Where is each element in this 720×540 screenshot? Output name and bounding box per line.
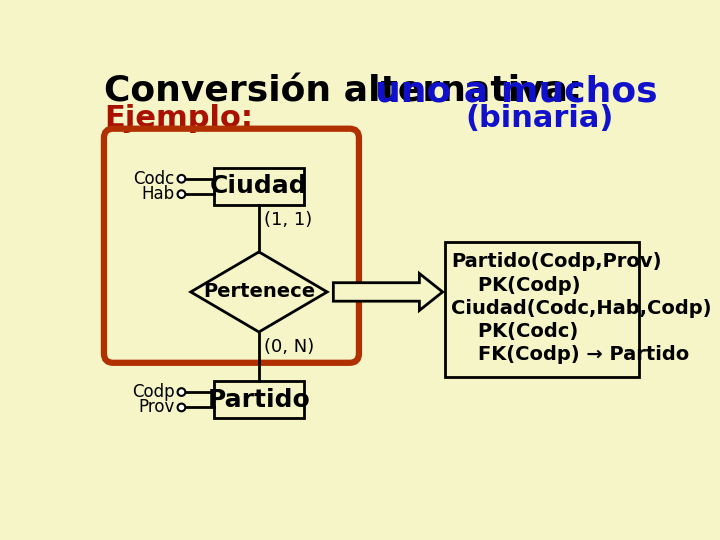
FancyBboxPatch shape (215, 381, 304, 418)
Polygon shape (191, 252, 327, 332)
Text: PK(Codc): PK(Codc) (451, 322, 578, 341)
Text: (1, 1): (1, 1) (264, 211, 312, 230)
Text: Prov: Prov (138, 399, 174, 416)
Circle shape (178, 403, 185, 411)
Text: Codp: Codp (132, 383, 174, 401)
Text: Ejemplo:: Ejemplo: (104, 104, 253, 133)
Polygon shape (333, 273, 443, 310)
Text: Partido: Partido (207, 388, 310, 411)
Text: Conversión alternativa:: Conversión alternativa: (104, 75, 608, 109)
Text: Partido(Codp,Prov): Partido(Codp,Prov) (451, 252, 662, 272)
FancyBboxPatch shape (445, 242, 639, 377)
Text: uno a muchos: uno a muchos (375, 75, 658, 109)
Text: Codc: Codc (133, 170, 174, 188)
Circle shape (178, 175, 185, 183)
Text: (0, N): (0, N) (264, 339, 314, 356)
FancyBboxPatch shape (215, 168, 304, 205)
Text: Pertenece: Pertenece (203, 282, 315, 301)
Circle shape (178, 190, 185, 198)
Text: Ciudad: Ciudad (210, 174, 307, 199)
Text: FK(Codp) → Partido: FK(Codp) → Partido (451, 345, 690, 364)
Text: Ciudad(Codc,Hab,Codp): Ciudad(Codc,Hab,Codp) (451, 299, 711, 318)
Text: Hab: Hab (141, 185, 174, 203)
Text: PK(Codp): PK(Codp) (451, 275, 580, 294)
Circle shape (178, 388, 185, 396)
Text: (binaria): (binaria) (466, 104, 614, 133)
